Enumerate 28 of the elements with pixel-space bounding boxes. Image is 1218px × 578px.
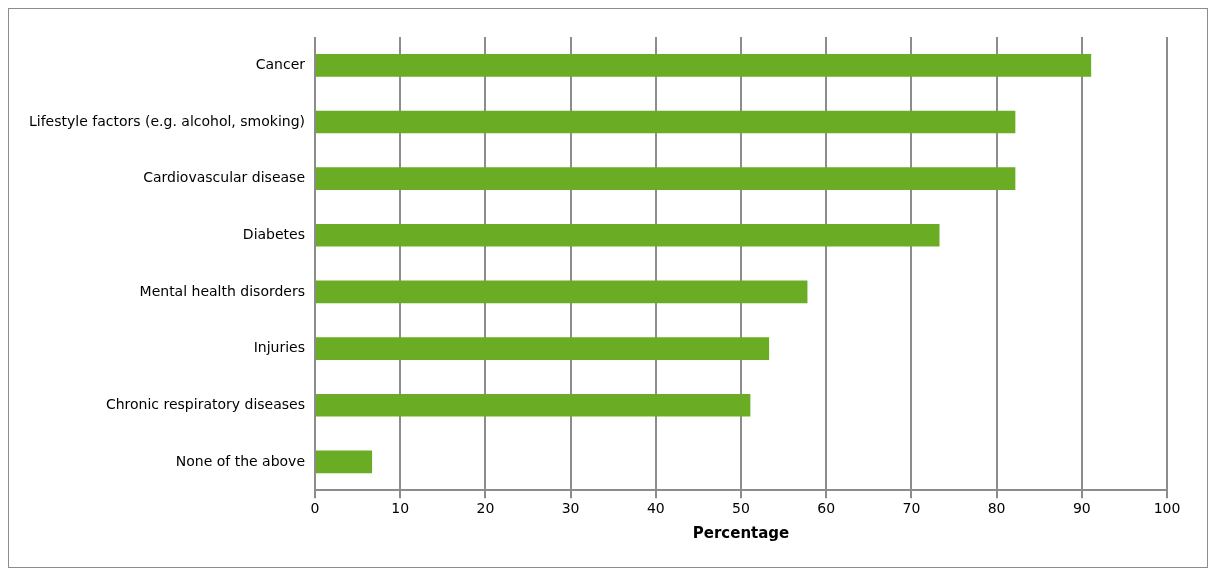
x-tick-label: 90 [1072, 500, 1091, 517]
y-tick-label: Cardiovascular disease [143, 169, 305, 186]
y-tick-label: Injuries [253, 339, 305, 356]
bar [316, 223, 940, 247]
y-tick-label: None of the above [175, 452, 305, 469]
bar [316, 337, 770, 360]
y-tick-label: Lifestyle factors (e.g. alcohol, smoking) [28, 112, 305, 129]
bar [316, 280, 808, 304]
x-tick-label: 10 [391, 500, 410, 517]
bar [316, 393, 751, 417]
x-tick-label: 20 [476, 500, 495, 517]
x-tick-label: 0 [310, 500, 320, 517]
bar [316, 110, 1016, 134]
y-tick-label: Diabetes [242, 225, 305, 242]
x-tick-label: 100 [1153, 500, 1181, 517]
x-tick-label: 50 [732, 500, 750, 517]
x-tick-label: 30 [561, 500, 580, 517]
bar [316, 54, 1092, 77]
y-tick-label: Chronic respiratory diseases [105, 395, 305, 412]
y-tick-label: Cancer [255, 55, 306, 72]
x-tick-label: 40 [646, 500, 665, 517]
x-tick-label: 60 [817, 500, 836, 517]
y-tick-label: Mental health disorders [139, 282, 305, 299]
bar [316, 167, 1016, 190]
x-tick-label: 70 [902, 500, 921, 517]
x-tick-label: 80 [987, 500, 1006, 517]
x-axis-title: Percentage [692, 523, 790, 542]
bar [316, 450, 373, 474]
